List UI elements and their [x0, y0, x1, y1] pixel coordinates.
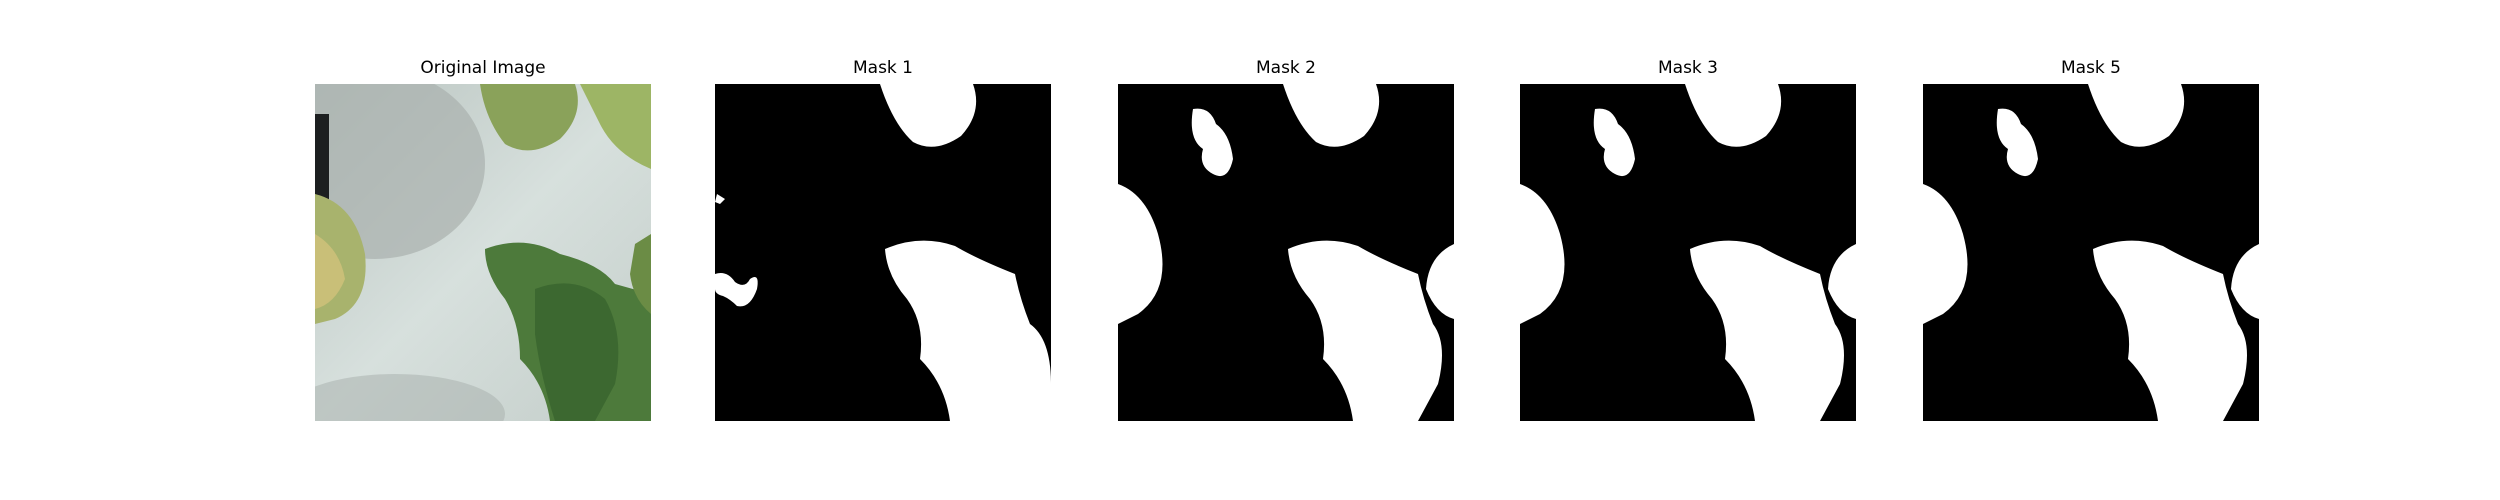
- mask-image: [1118, 84, 1454, 421]
- mask-image: [1520, 84, 1856, 421]
- mask-image: [715, 84, 1051, 421]
- panel-title: Mask 1: [852, 58, 913, 78]
- mask-image: [1923, 84, 2259, 421]
- panel-title: Mask 5: [2060, 58, 2121, 78]
- panel-title: Original Image: [420, 58, 546, 78]
- panel-title: Mask 2: [1255, 58, 1316, 78]
- panel-title: Mask 3: [1657, 58, 1718, 78]
- original-photo: [315, 84, 651, 421]
